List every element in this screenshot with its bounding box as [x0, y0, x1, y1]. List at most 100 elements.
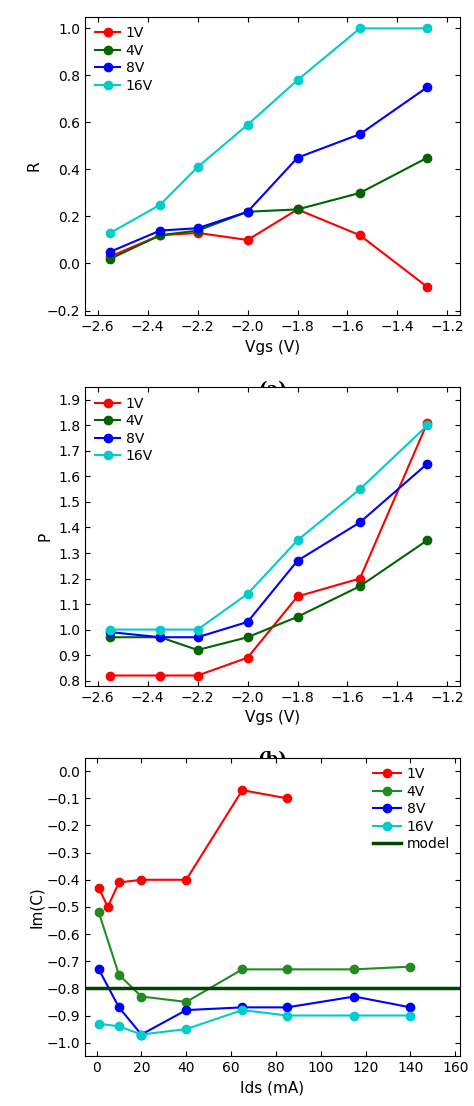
- Line: 1V: 1V: [106, 206, 431, 291]
- Line: 16V: 16V: [106, 421, 431, 634]
- 4V: [425, 152, 430, 165]
- X-axis label: Ids (mA): Ids (mA): [240, 1081, 305, 1096]
- 1V: [195, 227, 201, 240]
- 8V: [425, 81, 430, 94]
- 4V: [284, 962, 290, 975]
- 8V: [183, 1003, 189, 1016]
- 8V: [425, 457, 430, 470]
- 1V: [245, 233, 250, 247]
- Line: 16V: 16V: [95, 1006, 415, 1039]
- 4V: [239, 962, 245, 975]
- Y-axis label: R: R: [27, 160, 41, 171]
- 8V: [195, 630, 201, 644]
- 4V: [157, 229, 163, 242]
- 1V: [157, 669, 163, 682]
- Line: 8V: 8V: [106, 459, 431, 641]
- 1V: [284, 792, 290, 805]
- 1V: [96, 881, 101, 895]
- X-axis label: Vgs (V): Vgs (V): [245, 710, 300, 726]
- Line: 8V: 8V: [106, 83, 431, 255]
- 8V: [138, 1027, 144, 1041]
- 1V: [425, 416, 430, 429]
- 4V: [357, 580, 363, 593]
- 1V: [138, 873, 144, 886]
- 16V: [245, 118, 250, 132]
- 8V: [357, 127, 363, 140]
- 16V: [295, 73, 301, 86]
- Line: 4V: 4V: [95, 908, 415, 1006]
- 4V: [408, 960, 413, 973]
- 16V: [245, 587, 250, 601]
- Line: 1V: 1V: [106, 419, 431, 680]
- 1V: [357, 572, 363, 585]
- 8V: [245, 205, 250, 218]
- 8V: [157, 630, 163, 644]
- 8V: [157, 223, 163, 237]
- 16V: [195, 623, 201, 636]
- 1V: [157, 229, 163, 242]
- 4V: [245, 630, 250, 644]
- 8V: [408, 1001, 413, 1014]
- 1V: [195, 669, 201, 682]
- 4V: [425, 533, 430, 546]
- 1V: [108, 669, 113, 682]
- model: [96, 982, 101, 995]
- 16V: [352, 1009, 357, 1022]
- 16V: [108, 227, 113, 240]
- 1V: [425, 280, 430, 293]
- 4V: [357, 186, 363, 199]
- Legend: 1V, 4V, 8V, 16V: 1V, 4V, 8V, 16V: [90, 392, 158, 469]
- 1V: [245, 651, 250, 665]
- 4V: [96, 906, 101, 919]
- 16V: [357, 22, 363, 35]
- 8V: [284, 1001, 290, 1014]
- Legend: 1V, 4V, 8V, 16V: 1V, 4V, 8V, 16V: [90, 21, 158, 98]
- 8V: [195, 221, 201, 234]
- 8V: [295, 554, 301, 567]
- 8V: [357, 515, 363, 529]
- 16V: [157, 198, 163, 211]
- 16V: [183, 1022, 189, 1035]
- Line: 4V: 4V: [106, 536, 431, 654]
- 4V: [108, 252, 113, 265]
- 16V: [157, 623, 163, 636]
- 16V: [239, 1003, 245, 1016]
- 16V: [284, 1009, 290, 1022]
- 4V: [295, 202, 301, 216]
- 1V: [295, 589, 301, 603]
- Line: 1V: 1V: [95, 786, 292, 911]
- 16V: [96, 1018, 101, 1031]
- Legend: 1V, 4V, 8V, 16V, model: 1V, 4V, 8V, 16V, model: [368, 762, 456, 857]
- 1V: [116, 876, 122, 889]
- 8V: [96, 962, 101, 975]
- 4V: [295, 611, 301, 624]
- 16V: [116, 1020, 122, 1033]
- 16V: [425, 419, 430, 432]
- 4V: [195, 644, 201, 657]
- X-axis label: Vgs (V): Vgs (V): [245, 340, 300, 355]
- 16V: [425, 22, 430, 35]
- 8V: [239, 1001, 245, 1014]
- 16V: [408, 1009, 413, 1022]
- Line: 4V: 4V: [106, 154, 431, 263]
- 16V: [357, 482, 363, 495]
- 1V: [357, 229, 363, 242]
- 16V: [195, 160, 201, 174]
- 8V: [108, 626, 113, 639]
- 1V: [239, 783, 245, 796]
- 4V: [108, 630, 113, 644]
- 8V: [245, 615, 250, 628]
- 8V: [116, 1001, 122, 1014]
- 4V: [183, 995, 189, 1009]
- 4V: [352, 962, 357, 975]
- 4V: [245, 205, 250, 218]
- Text: (a): (a): [258, 380, 287, 399]
- 8V: [352, 990, 357, 1003]
- 16V: [138, 1027, 144, 1041]
- 4V: [195, 223, 201, 237]
- Line: 8V: 8V: [95, 966, 415, 1039]
- 4V: [116, 968, 122, 981]
- Y-axis label: Im(C): Im(C): [29, 886, 44, 928]
- 4V: [138, 990, 144, 1003]
- model: [94, 982, 100, 995]
